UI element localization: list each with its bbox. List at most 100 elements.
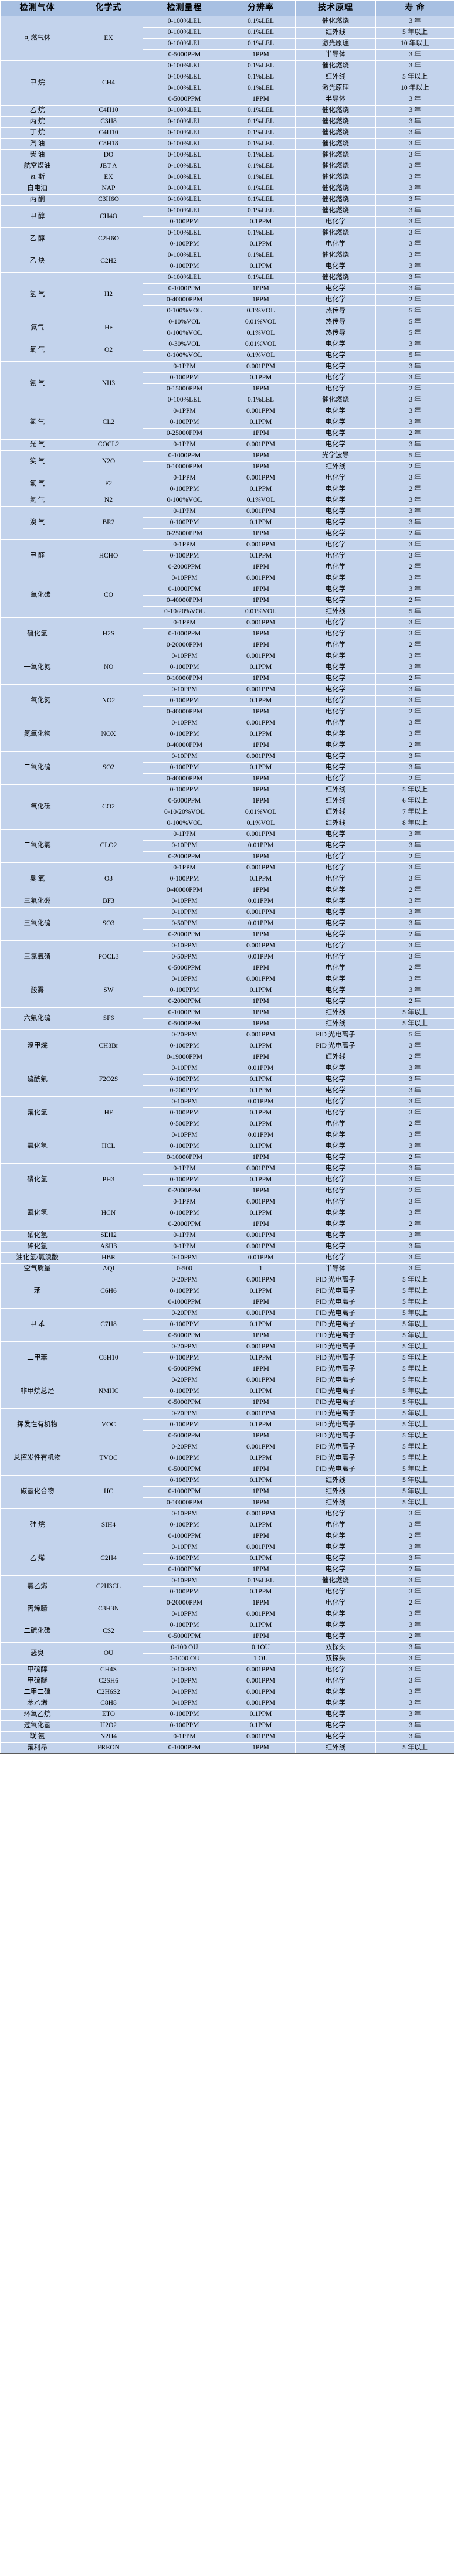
cell-technology: 红外线 bbox=[295, 27, 376, 39]
cell-technology: 半导体 bbox=[295, 1263, 376, 1275]
cell-resolution: 0.1PPM bbox=[226, 484, 296, 495]
cell-lifetime: 2 年 bbox=[375, 673, 454, 685]
cell-resolution: 0.1%LEL bbox=[226, 27, 296, 39]
cell-detection-range: 0-100PPM bbox=[143, 874, 226, 885]
table-row: 0-100PPM 0.1PPM PID 光电离子 5 年以上 bbox=[1, 1352, 454, 1364]
cell-technology: 电化学 bbox=[295, 851, 376, 863]
cell-lifetime: 3 年 bbox=[375, 862, 454, 874]
table-row: 氯化氢 HCL 0-10PPM 0.01PPM 电化学 3 年 bbox=[0, 1130, 454, 1164]
cell-gas-name: 可燃气体 bbox=[0, 16, 74, 61]
cell-technology: 催化燃烧 bbox=[295, 127, 376, 139]
cell-technology: 电化学 bbox=[295, 439, 376, 451]
cell-chemical-formula: C2H2 bbox=[74, 250, 143, 273]
cell-chemical-formula: O2 bbox=[74, 339, 143, 362]
cell-technology: 电化学 bbox=[295, 617, 376, 629]
cell-resolution: 1PPM bbox=[226, 383, 296, 395]
cell-lifetime: 3 年 bbox=[375, 506, 454, 518]
cell-technology: 电化学 bbox=[295, 595, 376, 607]
cell-gas-name: 环氧乙烷 bbox=[0, 1709, 74, 1721]
table-row: 0-40000PPM 1PPM 电化学 2 年 bbox=[1, 885, 454, 896]
cell-lifetime: 3 年 bbox=[375, 829, 454, 841]
cell-detection-range: 0-100%LEL bbox=[143, 194, 226, 206]
table-row: 汽 油 C8H18 0-100%LEL 0.1%LEL 催化燃烧 3 年 bbox=[0, 138, 454, 150]
table-row: 二氧化硫 SO2 0-10PPM 0.001PPM 电化学 3 年 bbox=[0, 751, 454, 785]
cell-technology: 电化学 bbox=[295, 528, 376, 540]
cell-lifetime: 3 年 bbox=[375, 1620, 454, 1632]
cell-detection-range: 0-1PPM bbox=[143, 862, 226, 874]
cell-gas-name: 三氧化硫 bbox=[0, 907, 74, 941]
table-row: 六氟化硫 SF6 0-1000PPM 1PPM 红外线 5 年以上 bbox=[0, 1007, 454, 1030]
cell-lifetime: 5 年以上 bbox=[375, 1397, 454, 1409]
cell-lifetime: 2 年 bbox=[375, 851, 454, 863]
cell-technology: PID 光电离子 bbox=[295, 1464, 376, 1476]
cell-resolution: 1PPM bbox=[226, 640, 296, 651]
cell-gas-name: 氮氧化物 bbox=[0, 718, 74, 752]
cell-technology: 电化学 bbox=[295, 428, 376, 440]
cell-resolution: 1PPM bbox=[226, 885, 296, 896]
cell-lifetime: 7 年以上 bbox=[375, 807, 454, 818]
cell-resolution: 0.1%LEL bbox=[226, 1575, 296, 1587]
table-row: 0-1000PPM 1PPM PID 光电离子 5 年以上 bbox=[1, 1297, 454, 1309]
cell-technology: 电化学 bbox=[295, 673, 376, 685]
cell-detection-range: 0-100PPM bbox=[143, 1553, 226, 1565]
cell-resolution: 0.1PPM bbox=[226, 1041, 296, 1052]
cell-resolution: 0.001PPM bbox=[226, 862, 296, 874]
cell-gas-name: 丙 烷 bbox=[0, 116, 74, 128]
cell-detection-range: 0-10/20%VOL bbox=[143, 807, 226, 818]
cell-detection-range: 0-1000PPM bbox=[143, 584, 226, 596]
cell-lifetime: 5 年以上 bbox=[375, 1442, 454, 1453]
table-row: 丙烯腈 C3H3N 0-20000PPM 1PPM 电化学 2 年 bbox=[0, 1598, 454, 1620]
table-row: 溴甲烷 CH3Br 0-20PPM 0.001PPM PID 光电离子 5 年 bbox=[0, 1029, 454, 1063]
cell-detection-range: 0-10PPM bbox=[143, 1687, 226, 1698]
cell-resolution: 0.1PPM bbox=[226, 239, 296, 250]
cell-resolution: 0.1%LEL bbox=[226, 38, 296, 50]
cell-technology: 催化燃烧 bbox=[295, 149, 376, 161]
cell-chemical-formula: ASH3 bbox=[74, 1241, 143, 1253]
cell-chemical-formula: SW bbox=[74, 974, 143, 1008]
table-row: 0-40000PPM 1PPM 电化学 2 年 bbox=[1, 773, 454, 785]
cell-resolution: 0.1%LEL bbox=[226, 60, 296, 72]
cell-technology: 电化学 bbox=[295, 662, 376, 674]
cell-chemical-formula: CH4O bbox=[74, 205, 143, 228]
cell-detection-range: 0-19000PPM bbox=[143, 1052, 226, 1063]
cell-technology: 电化学 bbox=[295, 1208, 376, 1219]
cell-detection-range: 0-10PPM bbox=[143, 896, 226, 908]
cell-detection-range: 0-10PPM bbox=[143, 1508, 226, 1520]
cell-detection-range: 0-100%LEL bbox=[143, 250, 226, 261]
cell-resolution: 1PPM bbox=[226, 1564, 296, 1576]
table-row: 0-2000PPM 1PPM 电化学 2 年 bbox=[1, 996, 454, 1008]
cell-detection-range: 0-1PPM bbox=[143, 1731, 226, 1743]
cell-technology: 催化燃烧 bbox=[295, 138, 376, 150]
cell-gas-name: 三氯氧磷 bbox=[0, 940, 74, 974]
cell-lifetime: 3 年 bbox=[375, 149, 454, 161]
table-row: 0-100%VOL 0.1%VOL 热传导 5 年 bbox=[1, 328, 454, 339]
cell-chemical-formula: C3H6O bbox=[74, 194, 143, 206]
table-row: 0-100PPM 0.1PPM PID 光电离子 3 年 bbox=[1, 1041, 454, 1052]
table-body: 可燃气体 EX 0-100%LEL 0.1%LEL 催化燃烧 3 年 0-100%LEL 0.… bbox=[0, 16, 454, 1754]
cell-lifetime: 5 年以上 bbox=[375, 1486, 454, 1498]
cell-resolution: 0.001PPM bbox=[226, 718, 296, 729]
cell-technology: 红外线 bbox=[295, 1486, 376, 1498]
cell-gas-name: 过氧化氢 bbox=[0, 1720, 74, 1732]
table-row: 0-100PPM 0.1PPM 电化学 3 年 bbox=[1, 1208, 454, 1219]
cell-resolution: 0.1PPM bbox=[226, 1586, 296, 1598]
cell-resolution: 0.1PPM bbox=[226, 1119, 296, 1130]
cell-chemical-formula: C8H10 bbox=[74, 1341, 143, 1375]
table-row: 臭 氧 O3 0-1PPM 0.001PPM 电化学 3 年 bbox=[0, 862, 454, 896]
table-row: 恶臭 OU 0-100 OU 0.1OU 双探头 3 年 bbox=[0, 1642, 454, 1665]
cell-detection-range: 0-10000PPM bbox=[143, 1152, 226, 1164]
cell-technology: 电化学 bbox=[295, 361, 376, 373]
table-row: 0-100%VOL 0.1%VOL 红外线 8 年以上 bbox=[1, 818, 454, 830]
table-row: 0-25000PPM 1PPM 电化学 2 年 bbox=[1, 528, 454, 540]
table-row: 0-5000PPM 1PPM PID 光电离子 5 年以上 bbox=[1, 1364, 454, 1375]
cell-detection-range: 0-2000PPM bbox=[143, 1219, 226, 1231]
table-row: 0-50PPM 0.01PPM 电化学 3 年 bbox=[1, 951, 454, 963]
cell-technology: 催化燃烧 bbox=[295, 105, 376, 117]
cell-resolution: 0.001PPM bbox=[226, 1230, 296, 1242]
cell-technology: 红外线 bbox=[295, 818, 376, 830]
cell-lifetime: 5 年以上 bbox=[375, 1319, 454, 1331]
cell-lifetime: 2 年 bbox=[375, 461, 454, 473]
cell-lifetime: 5 年以上 bbox=[375, 27, 454, 39]
cell-resolution: 0.1PPM bbox=[226, 1620, 296, 1632]
table-row: 环氧乙烷 ETO 0-100PPM 0.1PPM 电化学 3 年 bbox=[0, 1709, 454, 1721]
